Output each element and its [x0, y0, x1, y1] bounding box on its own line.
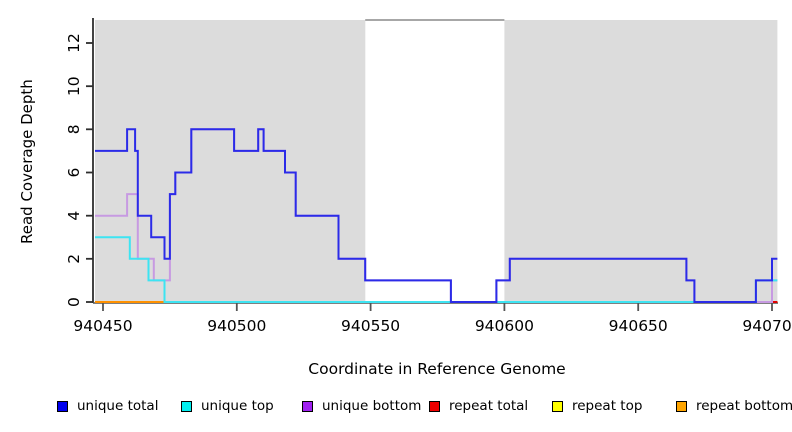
- legend-color-swatch-icon: [57, 400, 68, 412]
- legend-label: unique total: [77, 398, 159, 414]
- legend-color-swatch-icon: [552, 400, 563, 412]
- y-tick-label: 10: [65, 76, 83, 96]
- y-tick-label: 12: [65, 33, 83, 53]
- y-axis-title: Read Coverage Depth: [18, 79, 36, 244]
- shaded-region: [504, 20, 778, 303]
- x-tick-label: 940550: [341, 317, 400, 335]
- legend-label: repeat bottom: [696, 398, 792, 414]
- legend-color-swatch-icon: [676, 400, 687, 412]
- x-tick-label: 940500: [207, 317, 266, 335]
- x-tick-label: 940450: [73, 317, 132, 335]
- legend-item-unique-total: unique total: [57, 398, 158, 414]
- shaded-region: [95, 20, 366, 303]
- legend-item-unique-bottom: unique bottom: [302, 398, 421, 414]
- y-tick-label: 0: [65, 297, 83, 307]
- legend-item-unique-top: unique top: [181, 398, 274, 414]
- x-axis-title: Coordinate in Reference Genome: [308, 360, 566, 378]
- x-tick-label: 940600: [475, 317, 534, 335]
- legend-item-repeat-total: repeat total: [429, 398, 528, 414]
- legend-label: unique bottom: [322, 398, 422, 414]
- legend-color-swatch-icon: [181, 400, 192, 412]
- y-tick-label: 2: [65, 254, 83, 264]
- legend: unique total unique top unique bottom repea…: [0, 398, 792, 418]
- series-line-unique-total: [95, 128, 778, 303]
- legend-label: repeat total: [449, 398, 529, 414]
- y-tick-label: 4: [65, 211, 83, 221]
- legend-color-swatch-icon: [302, 400, 313, 412]
- legend-color-swatch-icon: [429, 400, 440, 412]
- legend-item-repeat-top: repeat top: [552, 398, 642, 414]
- legend-item-repeat-bottom: repeat bottom: [676, 398, 792, 414]
- x-tick-label: 940650: [609, 317, 668, 335]
- y-tick-label: 8: [65, 124, 83, 134]
- legend-label: repeat top: [572, 398, 643, 414]
- y-tick-label: 6: [65, 168, 83, 178]
- legend-label: unique top: [201, 398, 274, 414]
